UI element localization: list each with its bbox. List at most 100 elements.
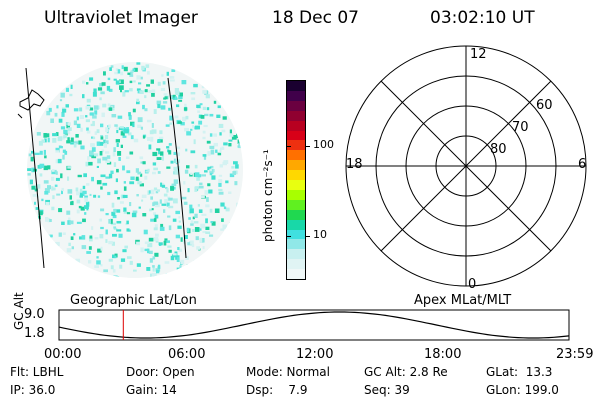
emission-pixel xyxy=(82,94,85,99)
emission-pixel xyxy=(73,233,76,236)
emission-pixel xyxy=(93,153,99,157)
emission-pixel xyxy=(193,83,198,88)
emission-pixel xyxy=(130,121,135,126)
emission-pixel xyxy=(77,174,82,178)
colorbar-segment xyxy=(287,170,305,181)
emission-pixel xyxy=(151,123,154,128)
emission-pixel xyxy=(219,149,222,153)
emission-pixel xyxy=(129,181,135,185)
emission-pixel xyxy=(112,152,116,157)
emission-pixel xyxy=(58,232,62,237)
emission-pixel xyxy=(159,226,165,231)
emission-pixel xyxy=(127,132,132,136)
emission-pixel xyxy=(148,144,152,150)
emission-pixel xyxy=(112,215,117,219)
emission-pixel xyxy=(153,237,159,242)
emission-pixel xyxy=(76,209,80,214)
emission-pixel xyxy=(48,234,52,239)
emission-pixel xyxy=(202,136,206,140)
emission-pixel xyxy=(209,113,214,117)
emission-pixel xyxy=(184,103,187,106)
emission-pixel xyxy=(50,118,54,123)
emission-pixel xyxy=(229,129,232,134)
emission-pixel xyxy=(43,133,47,138)
emission-pixel xyxy=(168,197,173,201)
emission-pixel xyxy=(166,71,169,76)
emission-pixel xyxy=(149,208,152,212)
emission-pixel xyxy=(105,159,110,163)
emission-pixel xyxy=(89,193,92,196)
emission-pixel xyxy=(107,191,111,196)
emission-pixel xyxy=(97,195,101,198)
emission-pixel xyxy=(190,128,193,131)
emission-pixel xyxy=(43,165,48,171)
emission-pixel xyxy=(89,235,93,239)
emission-pixel xyxy=(163,193,168,197)
emission-pixel xyxy=(221,146,224,150)
emission-pixel xyxy=(213,142,218,147)
colorbar-segment xyxy=(287,229,305,240)
emission-pixel xyxy=(65,130,71,135)
emission-pixel xyxy=(169,76,175,79)
emission-pixel xyxy=(83,173,87,178)
emission-pixel xyxy=(84,212,87,215)
emission-pixel xyxy=(177,247,180,250)
emission-pixel xyxy=(168,143,172,146)
emission-pixel xyxy=(218,179,223,183)
colorbar-tick-label-100: 100 xyxy=(313,138,334,151)
emission-pixel xyxy=(157,81,161,86)
emission-pixel xyxy=(108,88,113,92)
emission-pixel xyxy=(144,241,150,245)
emission-pixel xyxy=(55,132,59,136)
emission-pixel xyxy=(208,189,213,194)
door-info: Door: Open xyxy=(126,365,195,379)
emission-pixel xyxy=(116,229,122,232)
emission-pixel xyxy=(82,80,86,84)
emission-pixel xyxy=(79,236,84,240)
emission-pixel xyxy=(92,91,97,97)
emission-pixel xyxy=(139,183,144,187)
emission-pixel xyxy=(115,80,120,85)
emission-pixel xyxy=(157,171,161,174)
emission-pixel xyxy=(123,66,128,72)
emission-pixel xyxy=(86,82,89,85)
emission-pixel xyxy=(192,216,195,220)
coastline-fragment xyxy=(17,113,23,119)
emission-pixel xyxy=(89,112,94,116)
emission-pixel xyxy=(86,251,91,254)
emission-pixel xyxy=(59,99,63,102)
emission-pixel xyxy=(117,69,121,74)
emission-pixel xyxy=(141,65,145,71)
emission-pixel xyxy=(90,143,95,147)
emission-pixel xyxy=(79,193,83,198)
emission-pixel xyxy=(111,211,116,216)
emission-pixel xyxy=(103,139,106,144)
emission-pixel xyxy=(186,131,192,136)
colorbar-segment xyxy=(287,100,305,112)
emission-pixel xyxy=(160,223,164,228)
emission-pixel xyxy=(238,143,242,149)
emission-pixel xyxy=(123,207,127,212)
emission-pixel xyxy=(73,142,77,148)
emission-pixel xyxy=(85,119,90,123)
emission-pixel xyxy=(129,151,134,155)
emission-pixel xyxy=(185,115,189,120)
emission-pixel xyxy=(118,233,123,238)
time-label: 03:02:10 UT xyxy=(430,8,535,28)
emission-pixel xyxy=(80,145,85,150)
emission-pixel xyxy=(206,107,210,111)
emission-pixel xyxy=(119,126,124,129)
emission-pixel xyxy=(152,256,156,260)
emission-pixel xyxy=(229,222,235,224)
emission-pixel xyxy=(142,161,146,165)
emission-pixel xyxy=(225,207,230,212)
emission-pixel xyxy=(167,215,171,218)
emission-pixel xyxy=(162,155,164,161)
colorbar-segment xyxy=(287,219,305,230)
emission-pixel xyxy=(205,231,211,234)
emission-pixel xyxy=(150,218,155,222)
emission-pixel xyxy=(144,95,147,99)
emission-pixel xyxy=(196,104,201,108)
emission-pixel xyxy=(236,202,240,207)
emission-pixel xyxy=(167,245,172,248)
